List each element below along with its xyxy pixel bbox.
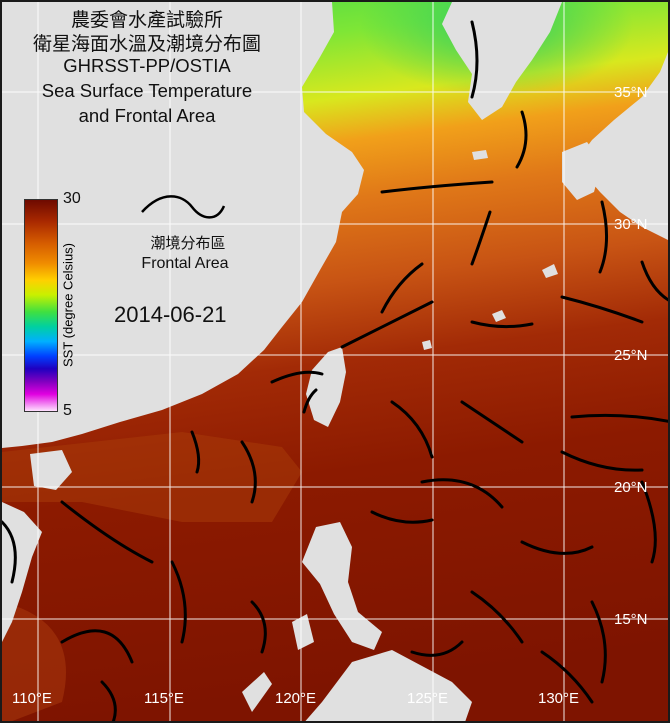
front-line <box>380 180 494 194</box>
ryukyu-island-3 <box>422 340 432 350</box>
front-line <box>390 400 434 459</box>
taiwan-land <box>306 347 346 427</box>
front-line <box>570 413 668 423</box>
china-land <box>2 2 364 448</box>
lat-label-15: 15°N <box>614 611 648 628</box>
colorbar-title: SST (degree Celsius) <box>60 242 76 368</box>
lon-label-115: 115°E <box>144 690 184 707</box>
front-legend-line <box>141 195 226 219</box>
korea-land <box>442 2 562 120</box>
front-line <box>170 560 187 644</box>
front-line <box>598 200 609 274</box>
sst-colorbar <box>24 199 58 412</box>
front-line <box>560 295 644 324</box>
front-line <box>2 520 17 584</box>
jeju-island <box>472 150 488 160</box>
front-line <box>60 500 154 564</box>
front-line <box>340 300 434 349</box>
front-line <box>540 650 594 704</box>
front-legend-label-en: Frontal Area <box>141 255 229 272</box>
title-line-zh-1: 農委會水產試驗所 <box>70 9 223 31</box>
title-line-zh-2: 衛星海面水溫及潮境分布圖 <box>32 33 261 55</box>
lat-label-35: 35°N <box>614 84 648 101</box>
mindoro-land <box>292 614 314 650</box>
front-line <box>240 440 257 504</box>
title-line-en-2: Sea Surface Temperature <box>41 80 253 101</box>
front-line <box>420 478 504 509</box>
lon-label-130: 130°E <box>538 690 580 707</box>
front-line <box>370 510 434 524</box>
front-legend-label-zh: 潮境分布區 <box>150 234 226 252</box>
japan-land <box>577 52 668 240</box>
front-line <box>590 600 607 684</box>
lon-label-120: 120°E <box>275 690 317 707</box>
visayas-land <box>305 650 472 721</box>
palawan-land <box>242 672 272 712</box>
colorbar-min-label: 5 <box>63 402 72 419</box>
lat-label-30: 30°N <box>614 216 648 233</box>
kyushu-land <box>562 142 602 200</box>
front-line <box>302 388 318 414</box>
map-date: 2014-06-21 <box>114 302 227 327</box>
lon-label-110: 110°E <box>12 690 52 707</box>
front-line <box>270 370 324 384</box>
front-line <box>515 110 528 169</box>
front-line <box>520 540 594 555</box>
front-line <box>380 262 424 314</box>
front-line <box>470 20 479 99</box>
gulf-patch <box>2 602 66 721</box>
front-line <box>640 480 657 564</box>
lat-label-25: 25°N <box>614 347 648 364</box>
front-line <box>410 640 464 657</box>
colorbar-max-label: 30 <box>63 190 81 207</box>
front-line <box>100 680 117 721</box>
front-line <box>470 210 492 266</box>
hainan-land <box>30 450 72 490</box>
warm-coastal-patch <box>2 432 302 522</box>
front-line <box>640 260 668 302</box>
frontal-lines <box>2 20 668 721</box>
lat-label-20: 20°N <box>614 479 648 496</box>
front-line <box>470 590 524 644</box>
front-line <box>460 400 524 444</box>
front-line <box>60 629 134 664</box>
front-line <box>560 450 644 472</box>
title-line-en-3: and Frontal Area <box>78 105 216 126</box>
title-line-en-1: GHRSST-PP/OSTIA <box>63 55 231 76</box>
front-line <box>250 600 267 654</box>
ryukyu-island-2 <box>542 264 558 278</box>
ryukyu-island-1 <box>492 310 506 322</box>
front-line <box>190 430 201 474</box>
front-line <box>470 320 534 329</box>
lon-label-125: 125°E <box>407 690 449 707</box>
luzon-land <box>302 522 382 650</box>
